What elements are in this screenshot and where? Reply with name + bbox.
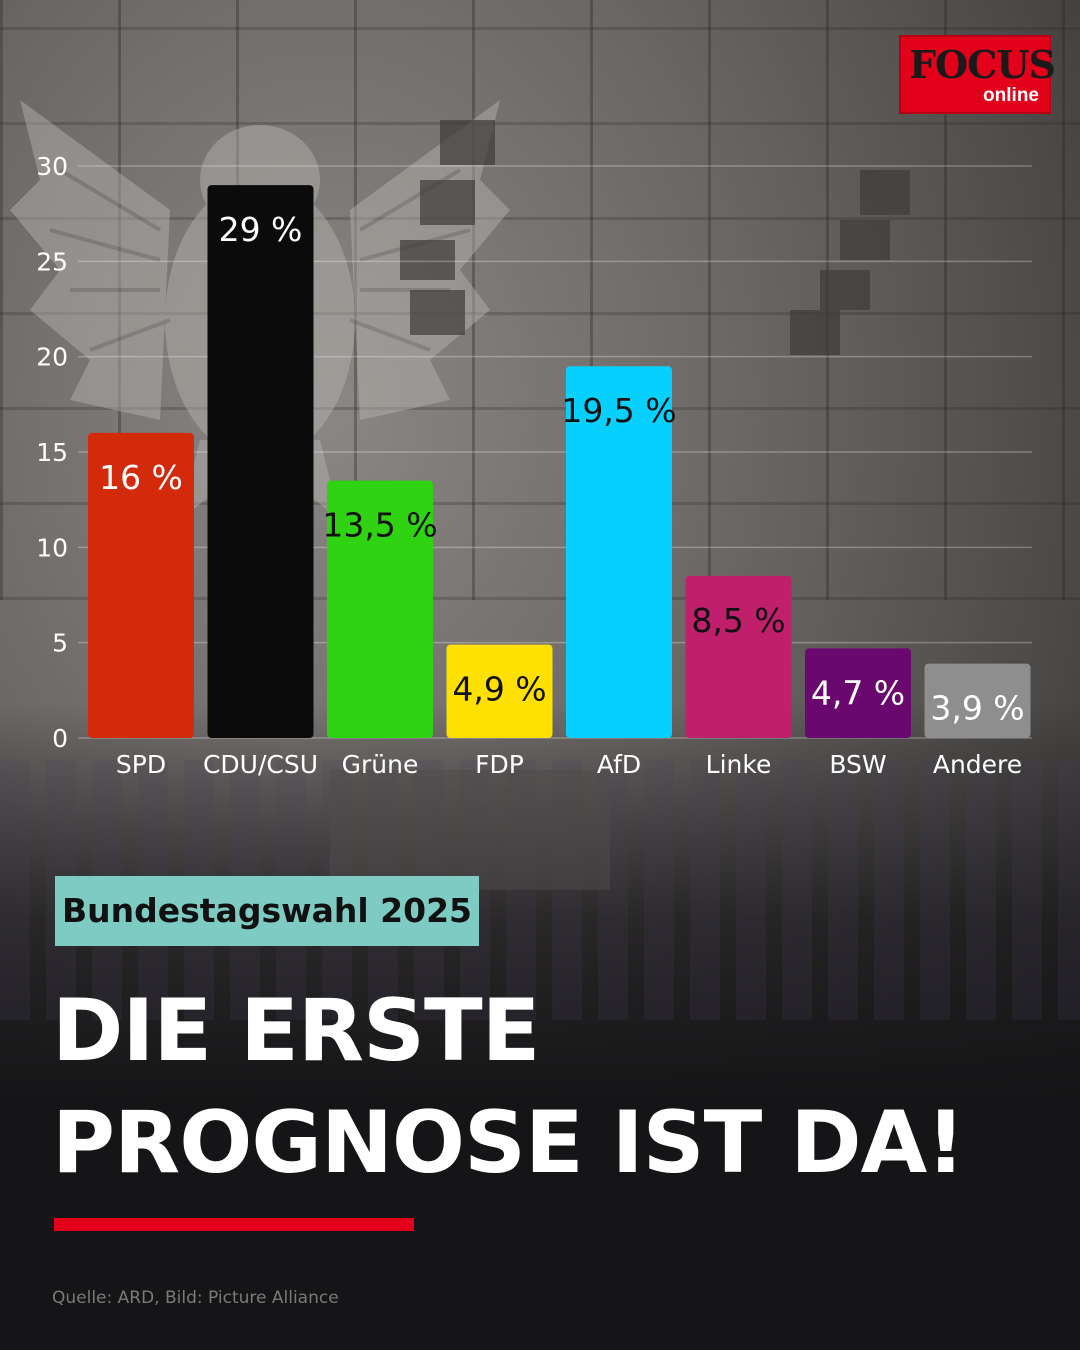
chart-bars bbox=[88, 185, 1031, 739]
headline: DIE ERSTE PROGNOSE IST DA! bbox=[52, 975, 1052, 1199]
y-tick-label: 5 bbox=[52, 629, 68, 658]
x-category-label: CDU/CSU bbox=[203, 750, 318, 779]
headline-line-1: DIE ERSTE bbox=[52, 981, 540, 1081]
background-podium bbox=[330, 770, 610, 890]
y-tick-label: 20 bbox=[36, 343, 68, 372]
bar-value-label: 4,9 % bbox=[452, 670, 546, 709]
x-category-label: AfD bbox=[597, 750, 641, 779]
x-category-label: FDP bbox=[475, 750, 524, 779]
accent-rule bbox=[54, 1218, 414, 1231]
y-tick-label: 15 bbox=[36, 438, 68, 467]
bar-value-label: 16 % bbox=[99, 458, 183, 497]
bar-linke bbox=[685, 575, 792, 738]
bar-bsw bbox=[805, 648, 911, 738]
logo-subline: online bbox=[983, 85, 1039, 106]
election-tag: Bundestagswahl 2025 bbox=[55, 876, 479, 946]
y-axis-ticks: 0 5 10 15 20 25 30 bbox=[36, 152, 68, 753]
y-tick-label: 0 bbox=[52, 724, 68, 753]
y-tick-label: 10 bbox=[36, 533, 68, 562]
headline-line-2: PROGNOSE IST DA! bbox=[52, 1093, 965, 1193]
bar-andere bbox=[924, 663, 1031, 738]
logo-wordmark: FOCUS bbox=[909, 42, 1056, 87]
x-category-label: Andere bbox=[933, 750, 1022, 779]
bar-value-label: 8,5 % bbox=[691, 601, 785, 640]
bar-spd bbox=[88, 432, 194, 738]
bar-value-label: 19,5 % bbox=[561, 391, 676, 430]
bar-fdp bbox=[446, 644, 553, 738]
bar-gr-ne bbox=[327, 480, 433, 738]
y-tick-label: 25 bbox=[36, 247, 68, 276]
y-tick-label: 30 bbox=[36, 152, 68, 181]
bar-value-label: 29 % bbox=[219, 210, 303, 249]
bar-value-label: 3,9 % bbox=[930, 689, 1024, 728]
chart-data-labels: 16 % 29 % 13,5 % 4,9 % 19,5 % 8,5 % 4,7 % 3,9 % bbox=[99, 210, 1025, 728]
ceiling-speakers-icon bbox=[400, 120, 910, 355]
bar-value-label: 13,5 % bbox=[322, 506, 437, 545]
bar-value-label: 4,7 % bbox=[811, 673, 905, 712]
x-category-label: Linke bbox=[706, 750, 772, 779]
x-axis-categories: SPD CDU/CSU Grüne FDP AfD Linke BSW Andere bbox=[116, 750, 1022, 779]
bar-cdu-csu bbox=[207, 185, 314, 739]
bar-afd bbox=[566, 366, 672, 738]
x-category-label: BSW bbox=[829, 750, 886, 779]
x-category-label: Grüne bbox=[342, 750, 419, 779]
x-category-label: SPD bbox=[116, 750, 166, 779]
bar-chart: 0 5 10 15 20 25 30 16 % 29 % 13,5 % 4,9 % 19,5 % 8,… bbox=[36, 152, 1032, 779]
source-credit: Quelle: ARD, Bild: Picture Alliance bbox=[52, 1288, 339, 1308]
focus-online-logo: FOCUS online bbox=[899, 35, 1056, 114]
